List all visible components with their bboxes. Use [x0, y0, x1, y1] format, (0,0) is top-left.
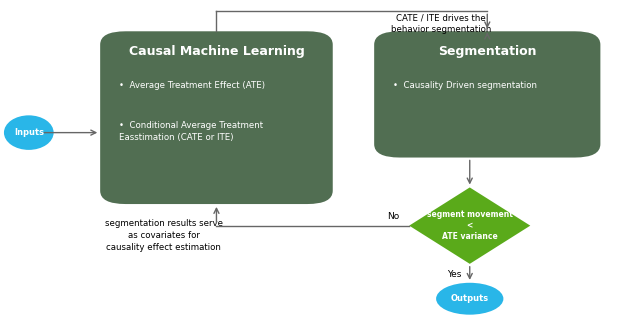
- Text: segmentation results serve
as covariates for
causality effect estimation: segmentation results serve as covariates…: [105, 219, 223, 252]
- Text: •  Causality Driven segmentation: • Causality Driven segmentation: [394, 81, 538, 90]
- Text: No: No: [387, 212, 399, 221]
- FancyBboxPatch shape: [374, 31, 600, 157]
- Text: Inputs: Inputs: [14, 128, 44, 137]
- Text: Yes: Yes: [447, 270, 461, 279]
- Ellipse shape: [4, 115, 54, 150]
- Text: Segmentation: Segmentation: [438, 45, 536, 58]
- FancyBboxPatch shape: [100, 31, 333, 204]
- Text: CATE / ITE drives the
behavior segmentation: CATE / ITE drives the behavior segmentat…: [391, 13, 492, 34]
- Ellipse shape: [436, 283, 504, 315]
- Polygon shape: [409, 188, 531, 264]
- Text: Outputs: Outputs: [451, 294, 489, 303]
- Text: Causal Machine Learning: Causal Machine Learning: [129, 45, 305, 58]
- Text: segment movement
<
ATE variance: segment movement < ATE variance: [427, 210, 513, 241]
- Text: •  Average Treatment Effect (ATE): • Average Treatment Effect (ATE): [119, 81, 265, 90]
- Text: •  Conditional Average Treatment
Easstimation (CATE or ITE): • Conditional Average Treatment Easstima…: [119, 121, 264, 142]
